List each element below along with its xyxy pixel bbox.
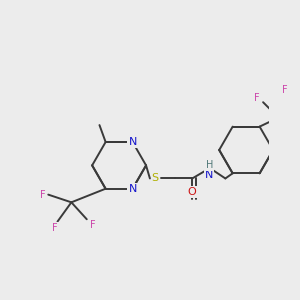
Text: F: F	[282, 85, 287, 95]
Text: F: F	[254, 93, 260, 103]
Text: F: F	[40, 190, 46, 200]
Text: O: O	[188, 187, 197, 197]
Text: F: F	[52, 223, 58, 233]
Text: F: F	[90, 220, 96, 230]
Text: S: S	[152, 173, 159, 184]
Text: N: N	[205, 169, 213, 180]
Text: N: N	[128, 184, 137, 194]
Text: N: N	[128, 137, 137, 147]
Text: H: H	[206, 160, 213, 170]
